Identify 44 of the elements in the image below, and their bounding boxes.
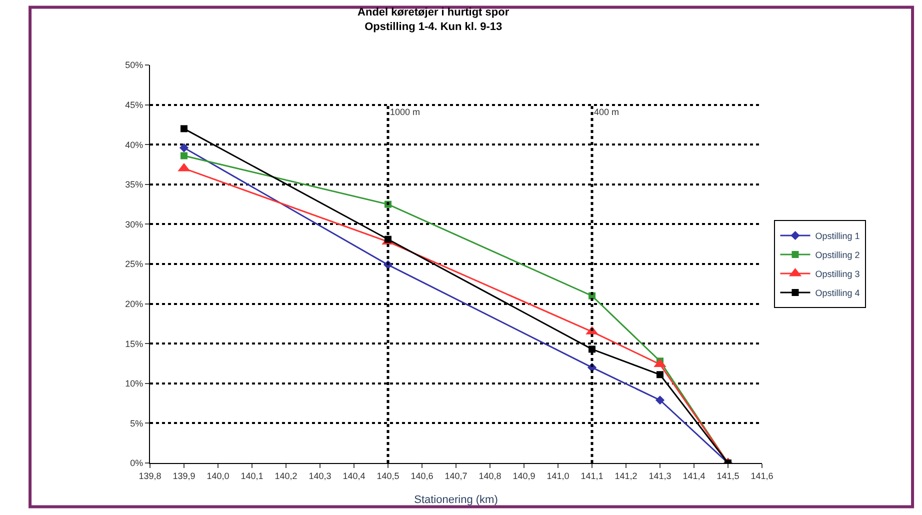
x-tick-label: 140,5 bbox=[376, 470, 400, 481]
x-tick-label: 139,8 bbox=[138, 470, 162, 481]
x-tick-label: 141,0 bbox=[546, 470, 570, 481]
x-tick-label: 140,4 bbox=[342, 470, 366, 481]
legend-label: Opstilling 4 bbox=[815, 288, 860, 298]
y-tick-label: 30% bbox=[125, 219, 144, 230]
x-tick-label: 140,9 bbox=[512, 470, 536, 481]
x-tick-label: 139,9 bbox=[172, 470, 196, 481]
x-tick-label: 141,2 bbox=[614, 470, 638, 481]
y-tick-label: 20% bbox=[125, 298, 144, 309]
ref-line-label: 1000 m bbox=[390, 107, 420, 117]
x-tick-label: 141,3 bbox=[648, 470, 672, 481]
x-tick-label: 141,6 bbox=[750, 470, 774, 481]
point bbox=[655, 396, 665, 405]
x-tick-label: 141,1 bbox=[580, 470, 604, 481]
chart-title: Andel køretøjer i hurtigt spor bbox=[358, 6, 510, 18]
point bbox=[180, 125, 188, 132]
point bbox=[180, 152, 188, 160]
legend-label: Opstilling 3 bbox=[815, 269, 860, 280]
y-tick-label: 0% bbox=[130, 458, 144, 468]
x-tick-label: 140,2 bbox=[274, 470, 298, 481]
x-axis-title: Stationering (km) bbox=[414, 494, 498, 506]
y-tick-label: 10% bbox=[125, 378, 144, 389]
x-tick-label: 140,6 bbox=[410, 470, 434, 481]
y-tick-label: 50% bbox=[125, 60, 144, 70]
point bbox=[656, 371, 664, 378]
y-tick-label: 40% bbox=[125, 140, 144, 150]
ref-line-label: 400 m bbox=[594, 107, 620, 117]
x-tick-label: 140,3 bbox=[308, 470, 332, 481]
x-tick-label: 140,8 bbox=[478, 470, 502, 481]
point bbox=[179, 143, 189, 152]
y-tick-label: 35% bbox=[125, 180, 144, 190]
y-tick-label: 45% bbox=[125, 100, 144, 110]
x-tick-label: 140,1 bbox=[240, 470, 264, 481]
y-tick-label: 25% bbox=[125, 259, 144, 270]
chart-subtitle: Opstilling 1-4. Kun kl. 9-13 bbox=[364, 20, 502, 33]
x-tick-label: 141,5 bbox=[716, 470, 740, 481]
x-tick-label: 141,4 bbox=[682, 470, 706, 481]
x-tick-label: 140,0 bbox=[206, 470, 230, 481]
legend-label: Opstilling 1 bbox=[815, 231, 860, 242]
y-tick-label: 15% bbox=[125, 338, 144, 349]
x-tick-label: 140,7 bbox=[444, 470, 468, 481]
y-tick-label: 5% bbox=[130, 418, 144, 428]
legend-label: Opstilling 2 bbox=[815, 250, 860, 260]
